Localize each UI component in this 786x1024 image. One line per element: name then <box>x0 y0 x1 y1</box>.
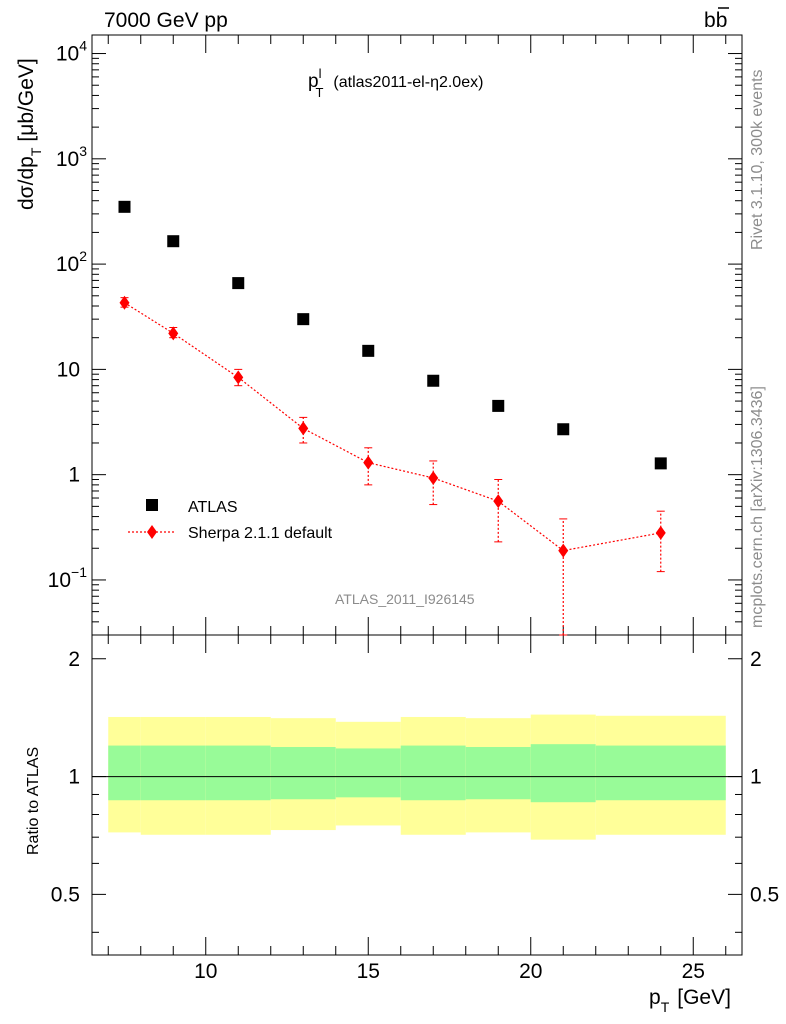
ratio-inner-band-3 <box>270 747 336 800</box>
sherpa-point <box>168 326 179 341</box>
sherpa-point <box>493 494 504 509</box>
atlas-point <box>297 313 310 326</box>
ratio-inner-band-5 <box>400 745 466 801</box>
sherpa-point <box>363 455 374 470</box>
sherpa-point <box>233 370 244 385</box>
legend-atlas-label: ATLAS <box>188 499 238 516</box>
legend-sherpa-marker <box>147 525 157 539</box>
energy-label: 7000 GeV pp <box>104 9 228 32</box>
sherpa-point <box>558 543 569 558</box>
ratio-bands <box>108 714 726 840</box>
ratio-inner-band-6 <box>465 747 531 800</box>
x-tick-label-2: 20 <box>519 960 542 983</box>
ratio-inner-band-2 <box>205 745 271 801</box>
plot-title: pl T(atlas2011-el-η2.0ex) <box>308 66 483 100</box>
atlas-point <box>492 399 505 412</box>
analysis-label: ATLAS_2011_I926145 <box>335 591 475 607</box>
atlas-point <box>654 457 667 470</box>
atlas-point <box>232 277 245 290</box>
sherpa-point <box>298 421 309 436</box>
ratio-y-tick-label-right-1: 1 <box>750 766 762 789</box>
main-y-tick-label-2: 10 <box>57 358 80 381</box>
ratio-y-axis-label: Ratio to ATLAS <box>25 747 42 855</box>
main-y-tick-label-3: 102 <box>56 248 87 276</box>
legend-atlas-marker <box>146 499 158 511</box>
sherpa-series <box>119 295 666 636</box>
ratio-y-tick-label-right-2: 2 <box>750 648 762 671</box>
atlas-point <box>557 423 570 436</box>
sherpa-point <box>428 470 439 485</box>
atlas-series <box>118 200 667 470</box>
process-label: bb <box>704 9 727 32</box>
x-tick-label-1: 15 <box>357 960 380 983</box>
ratio-inner-band-8 <box>595 745 726 801</box>
main-y-tick-label-4: 103 <box>56 143 87 171</box>
ratio-inner-band-7 <box>530 744 596 803</box>
main-y-tick-label-0: 10−1 <box>48 564 88 592</box>
x-ticks: 10 15 20 25 <box>107 35 727 983</box>
legend-sherpa-label: Sherpa 2.1.1 default <box>188 525 333 542</box>
main-y-tick-label-1: 1 <box>68 464 80 487</box>
ratio-inner-band-1 <box>140 745 206 801</box>
ratio-y-tick-label-left-0: 0.5 <box>51 883 80 906</box>
sherpa-point <box>119 295 130 310</box>
main-y-ticks: 10−1 1 10 102 103 104 <box>48 38 742 636</box>
atlas-point <box>427 374 440 387</box>
ratio-y-tick-label-left-1: 1 <box>68 766 80 789</box>
main-plot-frame <box>91 34 743 636</box>
source-label: mcplots.cern.ch [arXiv:1306.3436] <box>749 386 766 628</box>
x-tick-label-0: 10 <box>194 960 217 983</box>
x-axis-label: pT [GeV] <box>649 986 731 1015</box>
ratio-y-ticks: 0.5 0.5 1 1 2 2 <box>51 648 779 933</box>
ratio-y-tick-label-right-0: 0.5 <box>750 883 779 906</box>
main-y-tick-label-5: 104 <box>56 38 87 66</box>
main-y-axis-label: dσ/dpT[μb/GeV] <box>15 58 44 210</box>
atlas-point <box>167 235 180 248</box>
atlas-point <box>362 344 375 357</box>
rivet-label: Rivet 3.1.10, 300k events <box>749 69 766 250</box>
ratio-inner-band-4 <box>335 748 401 798</box>
ratio-plot-frame <box>91 634 743 956</box>
x-tick-label-3: 25 <box>682 960 705 983</box>
ratio-inner-band-0 <box>108 745 141 801</box>
atlas-point <box>118 200 131 213</box>
sherpa-point <box>655 525 666 540</box>
ratio-y-tick-label-left-2: 2 <box>68 648 80 671</box>
